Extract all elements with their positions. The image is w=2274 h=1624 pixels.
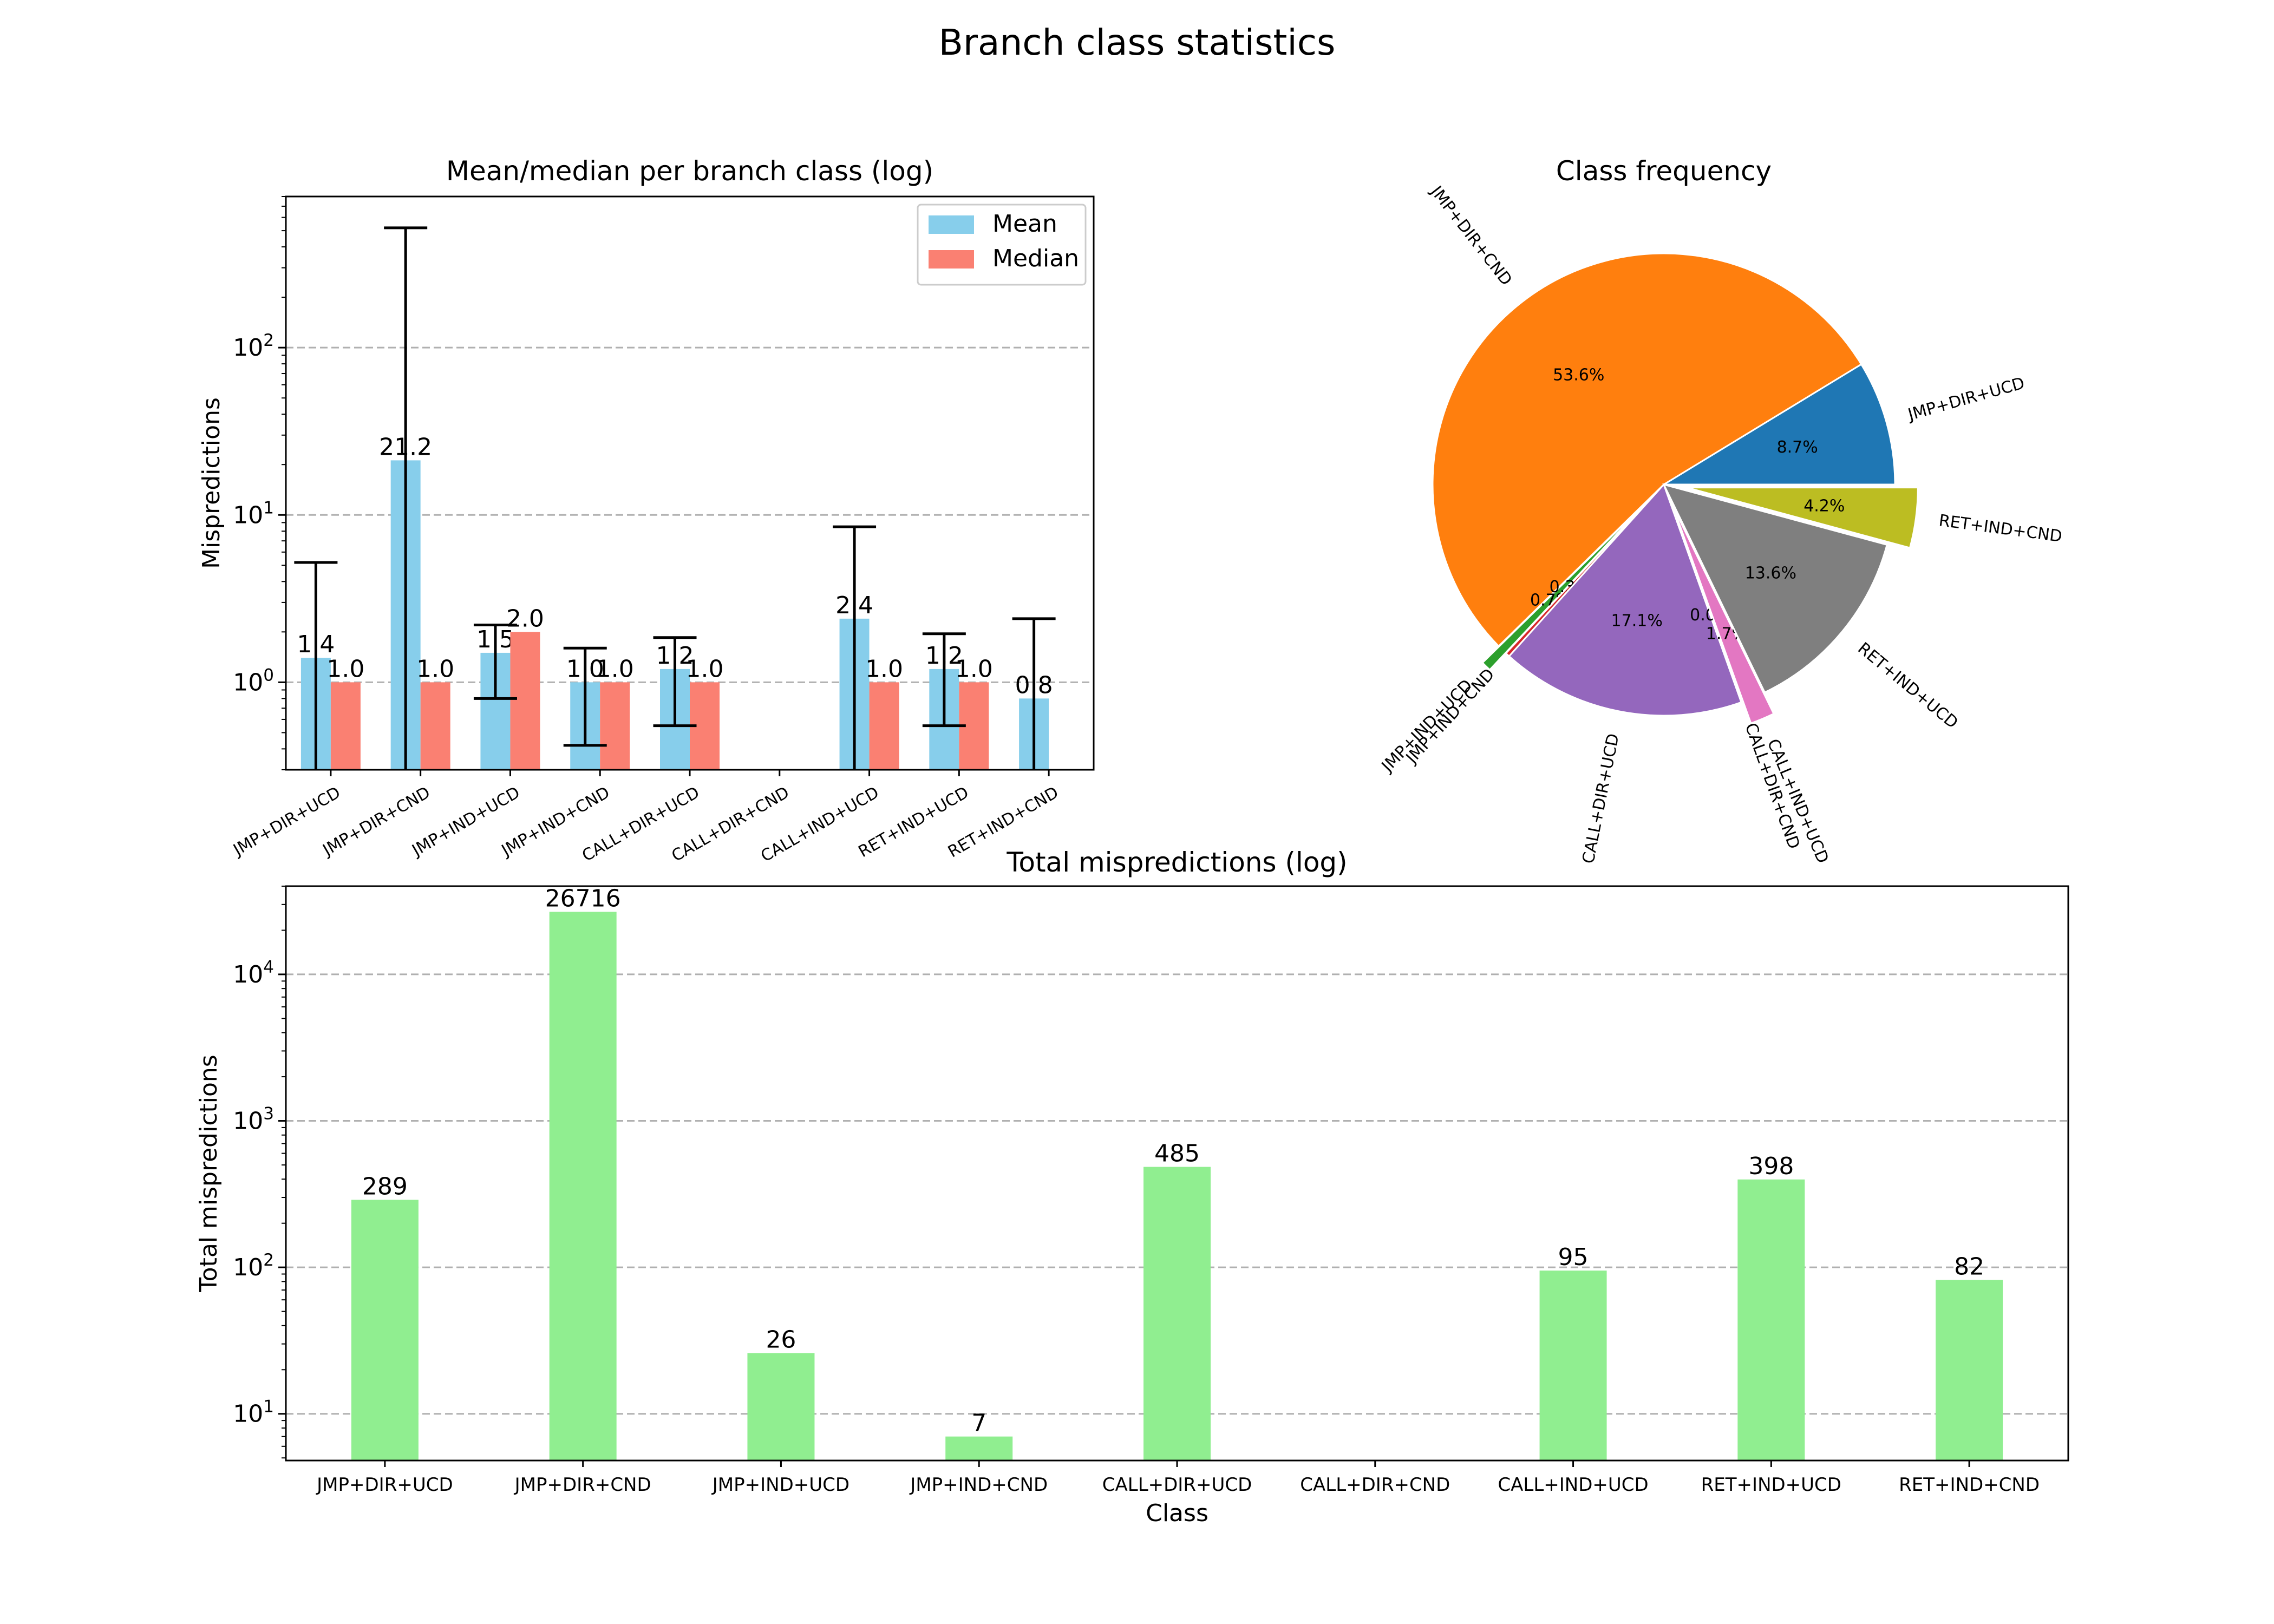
x-tick-label: JMP+DIR+UCD [316, 1474, 453, 1496]
bar-median [330, 682, 361, 770]
pie-slice-label: JMP+IND+CND [1402, 665, 1499, 768]
chart-class-frequency: 8.7%JMP+DIR+UCD53.6%JMP+DIR+CND0.7%JMP+I… [1377, 155, 2063, 866]
bar-value-label: 1.0 [686, 655, 724, 683]
pie-slice [1661, 363, 1896, 486]
legend-label: Mean [992, 210, 1057, 238]
bar-total [549, 912, 617, 1461]
bar-total [1936, 1280, 2003, 1461]
pie-percent-label: 13.6% [1745, 564, 1796, 582]
bar-median [600, 682, 630, 770]
y-tick-label: 102 [233, 331, 274, 362]
pie-percent-label: 4.2% [1803, 496, 1845, 515]
pie-percent-label: 17.1% [1611, 611, 1663, 630]
bar-value-label: 95 [1558, 1243, 1589, 1271]
bar-total [1737, 1179, 1805, 1461]
y-tick-label: 100 [233, 665, 274, 696]
bar-total [747, 1353, 815, 1461]
bar-value-label: 398 [1748, 1152, 1794, 1180]
bar-value-label: 1.0 [416, 655, 454, 683]
pie-percent-label: 53.6% [1553, 366, 1604, 385]
x-tick-label: JMP+DIR+CND [514, 1474, 651, 1496]
bar-value-label: 1.0 [865, 655, 903, 683]
legend-swatch [929, 215, 974, 234]
y-axis-label: Mispredictions [198, 397, 225, 569]
pie-slice-label: CALL+DIR+UCD [1579, 732, 1623, 865]
bar-total [945, 1436, 1013, 1461]
legend: Mean Median [917, 204, 1087, 286]
pie-slice [1672, 505, 1775, 725]
pie-slice [1662, 483, 1889, 694]
pie-slice-label: RET+IND+CND [1938, 511, 2063, 546]
bar-value-label: 7 [971, 1410, 986, 1437]
pie-slice [1481, 500, 1649, 671]
bar-total [1143, 1167, 1211, 1461]
y-axis-label: Total mispredictions [195, 1055, 223, 1292]
pie-slice [1508, 483, 1743, 717]
pie-slice [1663, 484, 1743, 704]
legend-label: Median [992, 245, 1079, 272]
figure-title: Branch class statistics [938, 22, 1336, 63]
bar-total [1539, 1271, 1607, 1461]
x-tick-label: RET+IND+CND [1899, 1474, 2040, 1496]
legend-swatch [929, 250, 974, 269]
x-tick-label: JMP+IND+UCD [711, 1474, 850, 1496]
y-tick-label: 104 [233, 958, 274, 988]
pie-slice [1432, 252, 1863, 647]
pie-percent-label: 8.7% [1777, 438, 1818, 457]
x-tick-label: RET+IND+UCD [1701, 1474, 1841, 1496]
bar-value-label: 26716 [545, 885, 621, 912]
bar-value-label: 82 [1954, 1253, 1984, 1280]
bar-value-label: 485 [1154, 1140, 1200, 1168]
bar-value-label: 1.0 [955, 655, 993, 683]
chart-title: Class frequency [1556, 155, 1772, 187]
x-axis-label: Class [1146, 1499, 1208, 1527]
chart-title: Total mispredictions (log) [1006, 847, 1347, 878]
pie-slice-label: JMP+DIR+CND [1426, 182, 1515, 290]
bar-value-label: 2.0 [506, 605, 544, 632]
x-tick-label: CALL+DIR+CND [1300, 1474, 1450, 1496]
bar-value-label: 1.0 [596, 655, 634, 683]
pie-slice-label: JMP+DIR+UCD [1905, 374, 2027, 424]
x-tick-label: CALL+IND+UCD [1498, 1474, 1648, 1496]
bar-median [420, 682, 450, 770]
chart-title: Mean/median per branch class (log) [446, 155, 933, 187]
bar-median [869, 682, 899, 770]
pie-slice [1686, 487, 1919, 549]
y-tick-label: 102 [233, 1250, 274, 1281]
bar-value-label: 26 [766, 1326, 796, 1353]
chart-total-mispredictions: 101 102 103 104 289 26716 26 7 485 95 398 82 JMP+DIR… [195, 847, 2069, 1527]
x-tick-label: JMP+IND+CND [909, 1474, 1048, 1496]
y-tick-label: 103 [233, 1104, 274, 1135]
bar-total [351, 1200, 419, 1461]
pie-slice-label: RET+IND+UCD [1854, 639, 1962, 732]
y-tick-label: 101 [233, 498, 274, 529]
bar-value-label: 289 [362, 1173, 408, 1200]
bar-value-label: 1.0 [326, 655, 364, 683]
bar-median [510, 632, 540, 770]
x-tick-label: CALL+DIR+UCD [1102, 1474, 1252, 1496]
y-tick-label: 101 [233, 1397, 274, 1428]
